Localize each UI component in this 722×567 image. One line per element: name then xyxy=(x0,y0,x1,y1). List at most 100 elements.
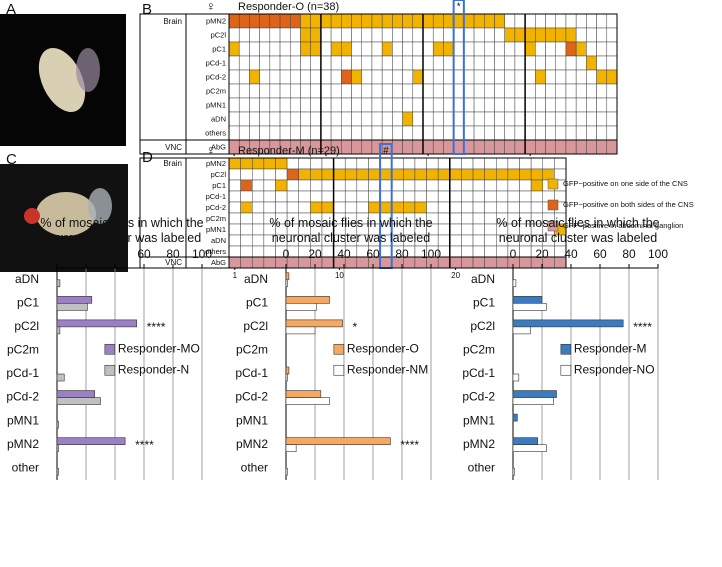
grid-cell xyxy=(381,111,393,127)
grid-cell xyxy=(596,139,608,155)
grid-cell xyxy=(321,256,334,269)
grid-cell xyxy=(524,41,536,57)
grid-cell xyxy=(565,111,577,127)
bar xyxy=(285,279,288,288)
grid-cell xyxy=(496,179,509,192)
grid-cell xyxy=(414,179,427,192)
grid-cell xyxy=(392,69,403,85)
grid-cell xyxy=(596,97,608,113)
grid-cell xyxy=(542,157,555,170)
y-tick-label: pMN1 xyxy=(7,413,39,427)
grid-cell xyxy=(606,13,618,29)
grid-cell xyxy=(251,168,265,181)
bar xyxy=(285,373,288,382)
grid-cell xyxy=(432,111,444,127)
grid-cell xyxy=(341,13,352,29)
grid-cell xyxy=(449,179,462,192)
grid-cell xyxy=(320,97,332,113)
bar xyxy=(512,296,543,304)
grid-cell xyxy=(494,83,505,99)
grid-cell xyxy=(290,55,301,71)
grid-cell xyxy=(251,245,265,258)
panel-label: E xyxy=(10,206,20,223)
grid-cell xyxy=(472,157,485,170)
grid-cell xyxy=(586,55,597,71)
grid-cell xyxy=(449,168,462,181)
y-tick-label: aDN xyxy=(15,272,39,286)
grid-cell xyxy=(330,97,342,113)
grid-cell xyxy=(402,83,414,99)
fly-body xyxy=(36,192,96,236)
grid-cell xyxy=(496,201,509,214)
grid-cell xyxy=(437,201,451,214)
grid-cell xyxy=(263,168,276,181)
grid-cell xyxy=(351,55,362,71)
grid-cell xyxy=(330,41,342,57)
grid-cell xyxy=(432,55,444,71)
grid-cell xyxy=(565,139,577,155)
grid-cell xyxy=(344,190,358,203)
grid-cell xyxy=(586,41,597,57)
grid-cell xyxy=(494,97,505,113)
grid-cell xyxy=(565,55,577,71)
grid-cell xyxy=(240,179,253,192)
grid-cell xyxy=(263,245,276,258)
grid-cell xyxy=(371,83,383,99)
grid-cell xyxy=(371,27,383,43)
grid-cell xyxy=(496,157,509,170)
grid-cell xyxy=(392,13,403,29)
x-tick-label: 60 xyxy=(593,247,607,261)
y-tick-label: other xyxy=(241,460,268,474)
grid-cell xyxy=(472,201,485,214)
grid-cell xyxy=(263,201,276,214)
grid-cell xyxy=(565,69,577,85)
grid-cell xyxy=(269,41,281,57)
row-label: AbG xyxy=(211,143,226,152)
grid-cell xyxy=(494,69,505,85)
grid-cell xyxy=(259,111,271,127)
grid-cell xyxy=(586,139,597,155)
grid-cell xyxy=(422,13,434,29)
bar xyxy=(285,444,297,452)
legend-swatch xyxy=(333,343,345,355)
grid-cell xyxy=(290,13,301,29)
grid-cell xyxy=(392,125,403,141)
grid-cell xyxy=(402,55,414,71)
grid-cell xyxy=(519,179,532,192)
grid-cell xyxy=(575,125,587,141)
grid-cell xyxy=(530,201,544,214)
grid-cell xyxy=(461,190,474,203)
grid-cell xyxy=(269,55,281,71)
grid-cell xyxy=(519,201,532,214)
grid-cell xyxy=(228,179,241,192)
grid-cell xyxy=(519,245,532,258)
bar xyxy=(56,437,126,445)
grid-cell xyxy=(449,157,462,170)
grid-cell xyxy=(298,157,311,170)
grid-cell xyxy=(228,223,241,236)
grid-cell xyxy=(320,83,332,99)
grid-cell xyxy=(259,55,271,71)
grid-cell xyxy=(333,201,346,214)
grid-cell xyxy=(461,234,474,247)
bar xyxy=(56,444,59,452)
grid-cell xyxy=(240,168,253,181)
grid-cell xyxy=(392,27,403,43)
grid-cell xyxy=(412,13,424,29)
grid-cell xyxy=(392,55,403,71)
grid-cell xyxy=(484,13,495,29)
grid-cell xyxy=(575,13,587,29)
grid-cell xyxy=(402,139,414,155)
grid-cell xyxy=(449,190,462,203)
legend-label: Responder-N xyxy=(118,362,189,376)
grid-cell xyxy=(535,41,546,57)
grid-cell xyxy=(238,55,250,71)
grid-cell xyxy=(228,55,240,71)
grid-cell xyxy=(545,13,556,29)
grid-cell xyxy=(473,55,485,71)
grid-cell xyxy=(392,97,403,113)
grid-cell xyxy=(463,111,475,127)
grid-cell xyxy=(351,97,362,113)
grid-cell xyxy=(310,168,323,181)
grid-cell xyxy=(392,111,403,127)
